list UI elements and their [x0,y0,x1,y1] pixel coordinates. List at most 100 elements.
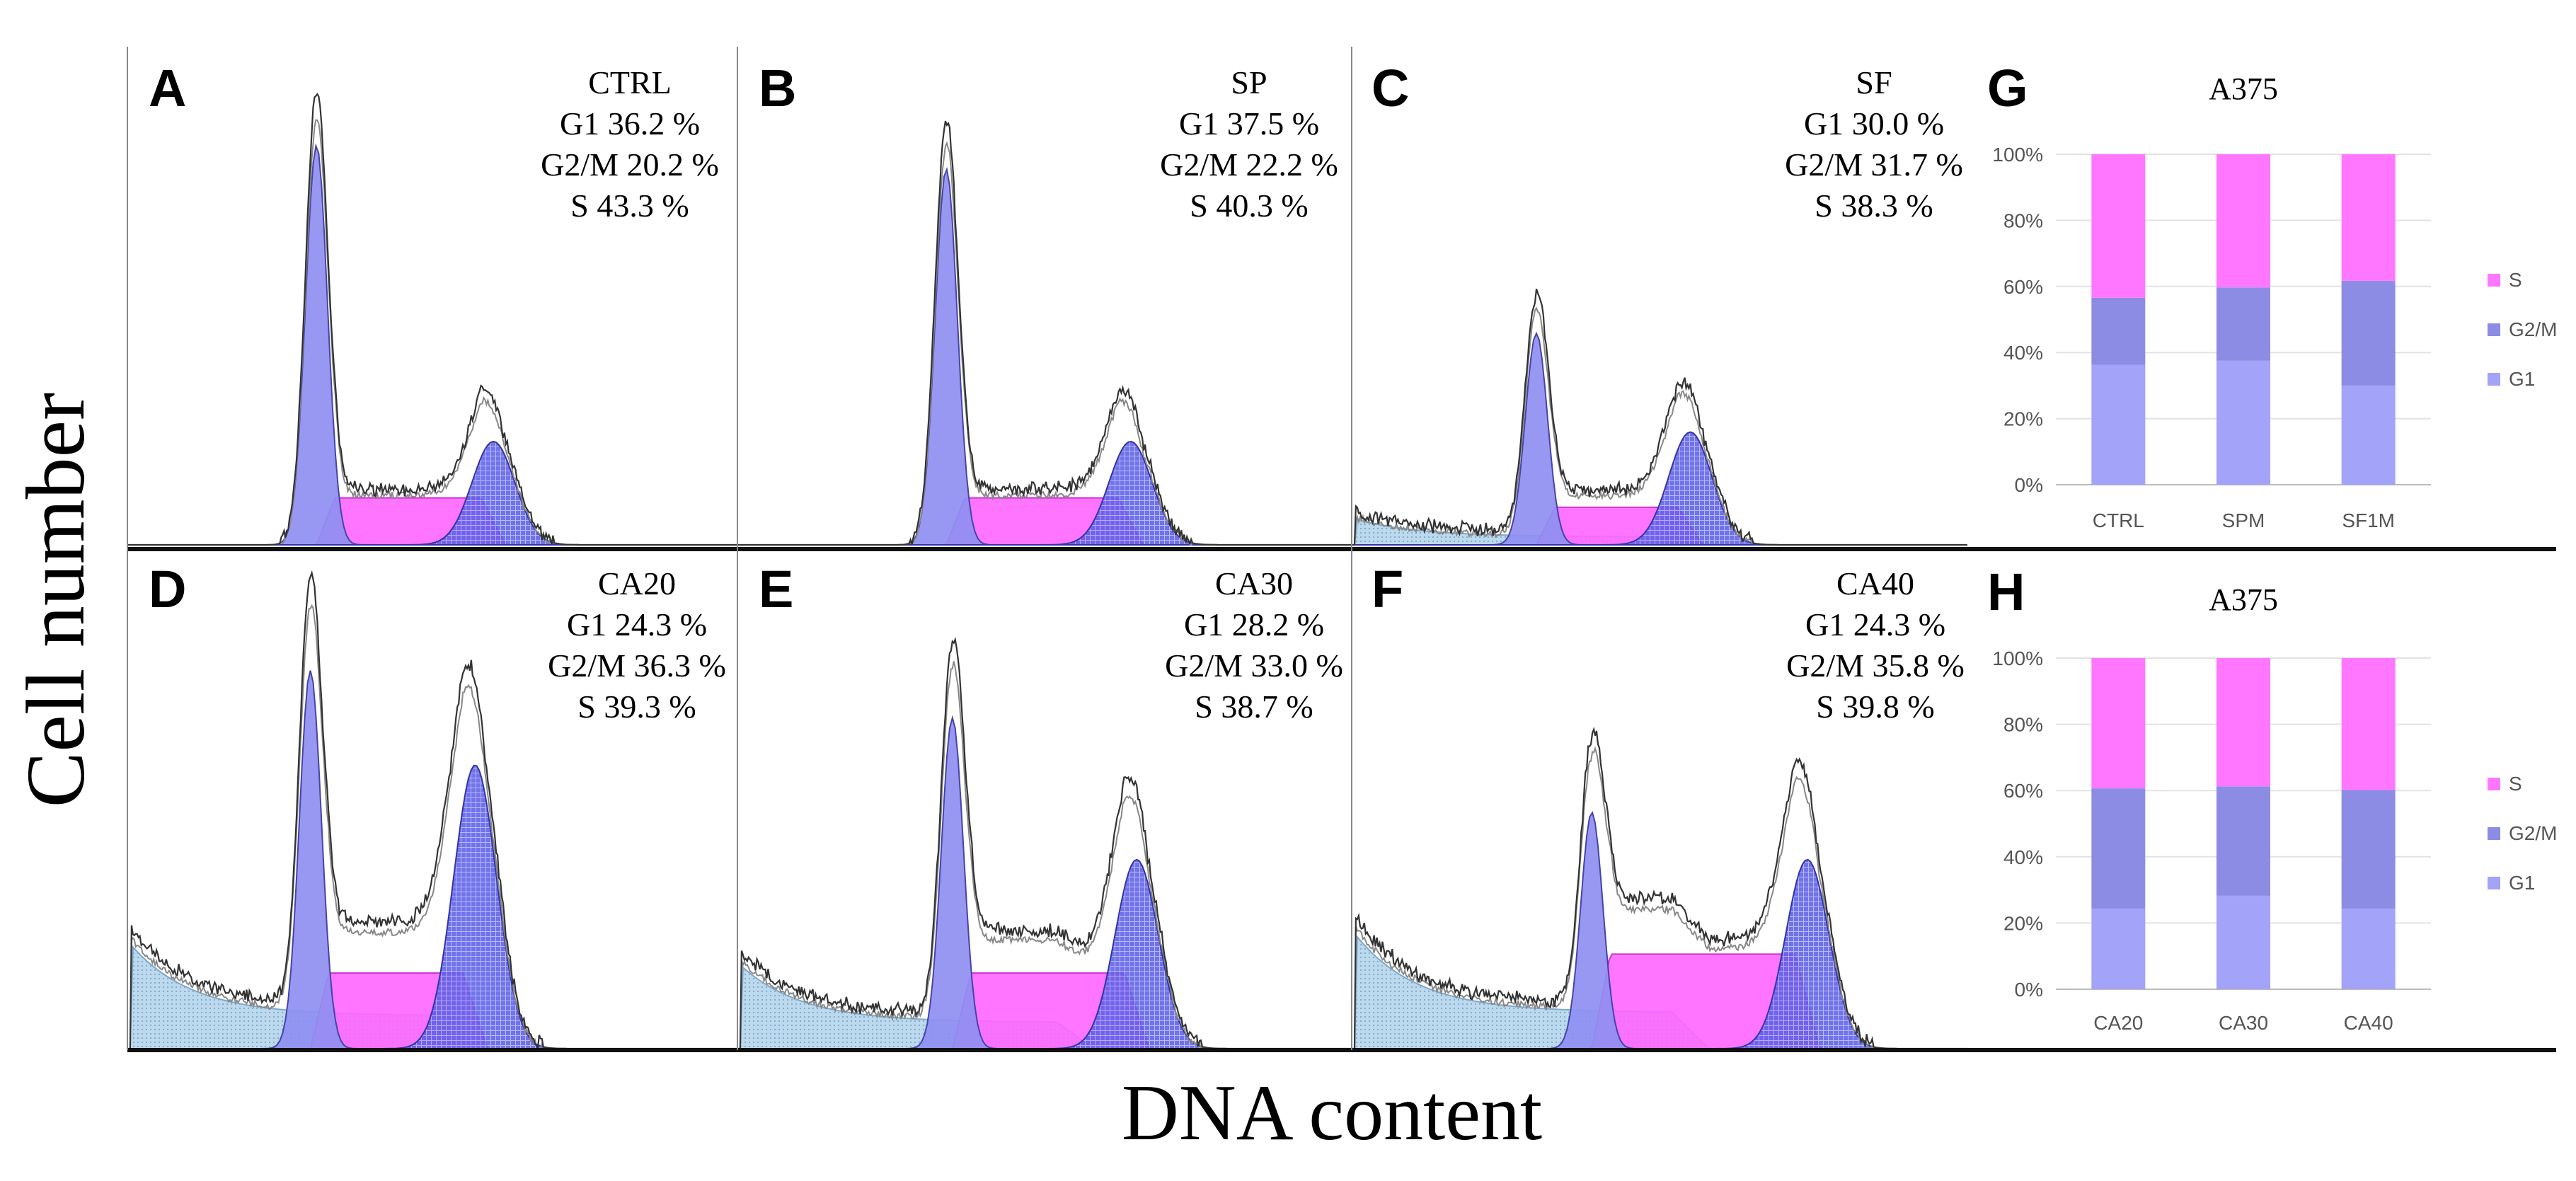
chart-title: A375 [2209,71,2278,106]
bar-chart-panels: G A375 0% 20% 40% 60% 80% 100% CTRL SPM SF1M S G2/M G… [1987,59,2557,1034]
legend-label: G2/M [2509,822,2557,844]
y-tick-label: 20% [2003,912,2043,934]
y-tick-label: 60% [2003,276,2043,298]
histogram-panel-F: F CA40 G1 24.3 % G2/M 35.8 % S 39.8 % [1352,560,1967,1050]
raw-trace-line [1352,726,1967,1050]
legend-swatch [2488,274,2500,287]
legend-swatch [2488,827,2500,840]
s-percent: S 38.7 % [1195,689,1313,725]
y-tick-label: 20% [2003,408,2043,430]
legend-swatch [2488,877,2500,889]
legend-label: S [2509,773,2522,795]
y-axis-label: Cell number [9,393,102,808]
legend-label: G1 [2509,872,2535,894]
bar-segment-g2m [2216,287,2270,361]
g1-peak-area [737,166,1352,546]
s-percent: S 43.3 % [570,188,689,224]
x-axis-label: DNA content [1122,1069,1542,1157]
y-tick-label: 60% [2003,780,2043,802]
panel-letter: C [1372,59,1409,117]
x-tick-label: SF1M [2342,509,2395,531]
bar-segment-g2m [2341,790,2396,909]
g2m-percent: G2/M 22.2 % [1160,146,1338,183]
phase-stats: CA30 G1 28.2 % G2/M 33.0 % S 38.7 % [1165,565,1343,725]
histogram-panel-C: C SF G1 30.0 % G2/M 31.7 % S 38.3 % [1352,59,1967,546]
panel-letter: H [1987,563,2025,621]
histogram-panel-A: A CTRL G1 36.2 % G2/M 20.2 % S 43.3 % [127,59,737,546]
y-tick-label: 0% [2015,474,2043,496]
stacked-bar-chart-H: H A375 0% 20% 40% 60% 80% 100% CA20 CA30 CA40 S G2/M… [1987,563,2557,1034]
bar-segment-s [2091,658,2146,789]
bar-segment-g1 [2091,909,2146,989]
bar-segment-g1 [2091,364,2146,485]
s-phase-area [127,497,737,546]
y-tick-label: 80% [2003,209,2043,231]
g2m-percent: G2/M 36.3 % [548,647,726,684]
panel-letter: G [1987,59,2028,117]
legend-label: G2/M [2509,318,2557,340]
sample-name: CTRL [588,64,672,100]
fit-trace-line [1352,746,1967,1050]
g1-percent: G1 28.2 % [1184,606,1324,643]
legend-label: G1 [2509,368,2535,390]
phase-stats: CA40 G1 24.3 % G2/M 35.8 % S 39.8 % [1786,565,1965,725]
chart-legend: S G2/M G1 [2488,269,2557,390]
histogram-panel-E: E CA30 G1 28.2 % G2/M 33.0 % S 38.7 % [737,560,1352,1051]
s-phase-area [737,497,1352,546]
chart-title: A375 [2209,582,2278,617]
bar-segment-s [2341,154,2396,281]
g1-percent: G1 24.3 % [1805,606,1945,643]
g1-percent: G1 36.2 % [560,105,700,142]
x-tick-label: CTRL [2093,509,2144,531]
legend-swatch [2488,323,2500,336]
panel-letter: F [1372,560,1403,618]
sample-name: SP [1231,64,1267,100]
histogram-panels: A CTRL G1 36.2 % G2/M 20.2 % S 43.3 % B SP G1 3… [127,59,1967,1052]
g2m-percent: G2/M 35.8 % [1786,647,1965,684]
histogram-panel-D: D CA20 G1 24.3 % G2/M 36.3 % S 39.3 % [127,560,737,1052]
sample-name: SF [1856,64,1892,100]
chart-legend: S G2/M G1 [2488,773,2557,894]
bar-segment-g1 [2341,909,2396,989]
x-tick-label: CA30 [2219,1012,2268,1034]
raw-trace-line [737,120,1352,546]
g1-percent: G1 24.3 % [567,606,707,643]
phase-stats: SF G1 30.0 % G2/M 31.7 % S 38.3 % [1785,64,1963,224]
x-tick-label: CA40 [2344,1012,2393,1034]
bar-segment-g2m [2216,786,2270,896]
bar-segment-s [2091,154,2146,298]
panel-letter: B [759,59,796,117]
legend-label: S [2509,269,2522,291]
bar-segment-g2m [2341,280,2396,386]
raw-trace-line [127,93,737,546]
y-tick-label: 80% [2003,714,2043,736]
y-tick-label: 40% [2003,342,2043,364]
g1-percent: G1 30.0 % [1804,105,1944,142]
s-percent: S 39.3 % [577,689,696,725]
bar-segment-g2m [2091,297,2146,365]
bar-segment-s [2341,658,2396,790]
panel-letter: D [149,560,186,618]
panel-letter: E [759,560,793,618]
phase-stats: CA20 G1 24.3 % G2/M 36.3 % S 39.3 % [548,565,726,725]
s-percent: S 39.8 % [1816,689,1934,725]
bar-segment-g1 [2216,895,2270,989]
stacked-bar-chart-G: G A375 0% 20% 40% 60% 80% 100% CTRL SPM SF1M S G2/M G… [1987,59,2557,531]
s-percent: S 40.3 % [1190,188,1308,224]
bar-segment-s [2216,154,2270,288]
bar-segment-g2m [2091,788,2146,909]
fit-trace-line [127,119,737,546]
phase-stats: SP G1 37.5 % G2/M 22.2 % S 40.3 % [1160,64,1338,224]
panel-letter: A [149,59,186,117]
y-tick-label: 100% [1992,647,2043,669]
y-tick-label: 0% [2015,979,2043,1001]
x-tick-label: CA20 [2093,1012,2143,1034]
s-percent: S 38.3 % [1815,188,1933,224]
bar-segment-g1 [2341,385,2396,485]
sample-name: CA30 [1215,565,1293,601]
y-tick-label: 100% [1992,144,2043,166]
sample-name: CA20 [598,565,676,601]
phase-stats: CTRL G1 36.2 % G2/M 20.2 % S 43.3 % [541,64,719,224]
legend-swatch [2488,778,2500,790]
